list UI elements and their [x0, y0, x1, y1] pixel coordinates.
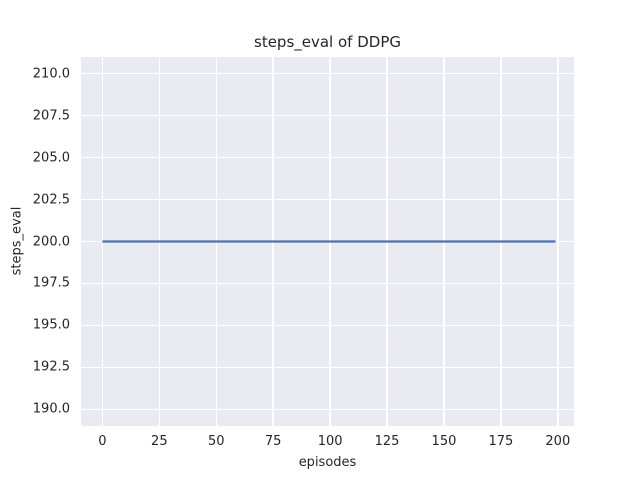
y-tick-label: 202.5 — [32, 192, 70, 208]
x-tick-label: 75 — [264, 434, 282, 449]
x-tick-label: 0 — [98, 434, 107, 449]
y-gridline — [81, 282, 574, 285]
y-tick-label: 190.0 — [32, 401, 70, 417]
x-axis-label: episodes — [298, 455, 357, 470]
y-tick-label: 205.0 — [32, 150, 70, 166]
chart-title: steps_eval of DDPG — [254, 33, 401, 51]
y-tick-label: 192.5 — [32, 359, 70, 375]
y-tick-label: 210.0 — [32, 66, 70, 82]
x-tick-label: 175 — [488, 434, 514, 449]
x-tick-label: 50 — [207, 434, 225, 449]
x-tick-label: 25 — [151, 434, 168, 449]
y-gridline — [81, 156, 574, 159]
y-gridline — [81, 366, 574, 368]
y-gridline — [81, 198, 574, 201]
y-tick-label: 195.0 — [32, 317, 70, 333]
y-gridline — [81, 324, 574, 327]
x-tick-label: 150 — [431, 434, 457, 449]
x-tick-label: 200 — [545, 434, 571, 449]
y-tick-label: 207.5 — [32, 108, 70, 124]
y-gridline — [81, 73, 574, 75]
x-tick-label: 125 — [374, 434, 400, 449]
y-gridline — [81, 408, 574, 410]
y-gridline — [81, 115, 574, 117]
line-series-layer — [102, 240, 556, 243]
plot-area — [81, 57, 574, 426]
y-tick-label: 200.0 — [32, 234, 70, 249]
x-tick-label: 100 — [317, 434, 343, 449]
y-tick-label: 197.5 — [32, 275, 70, 291]
